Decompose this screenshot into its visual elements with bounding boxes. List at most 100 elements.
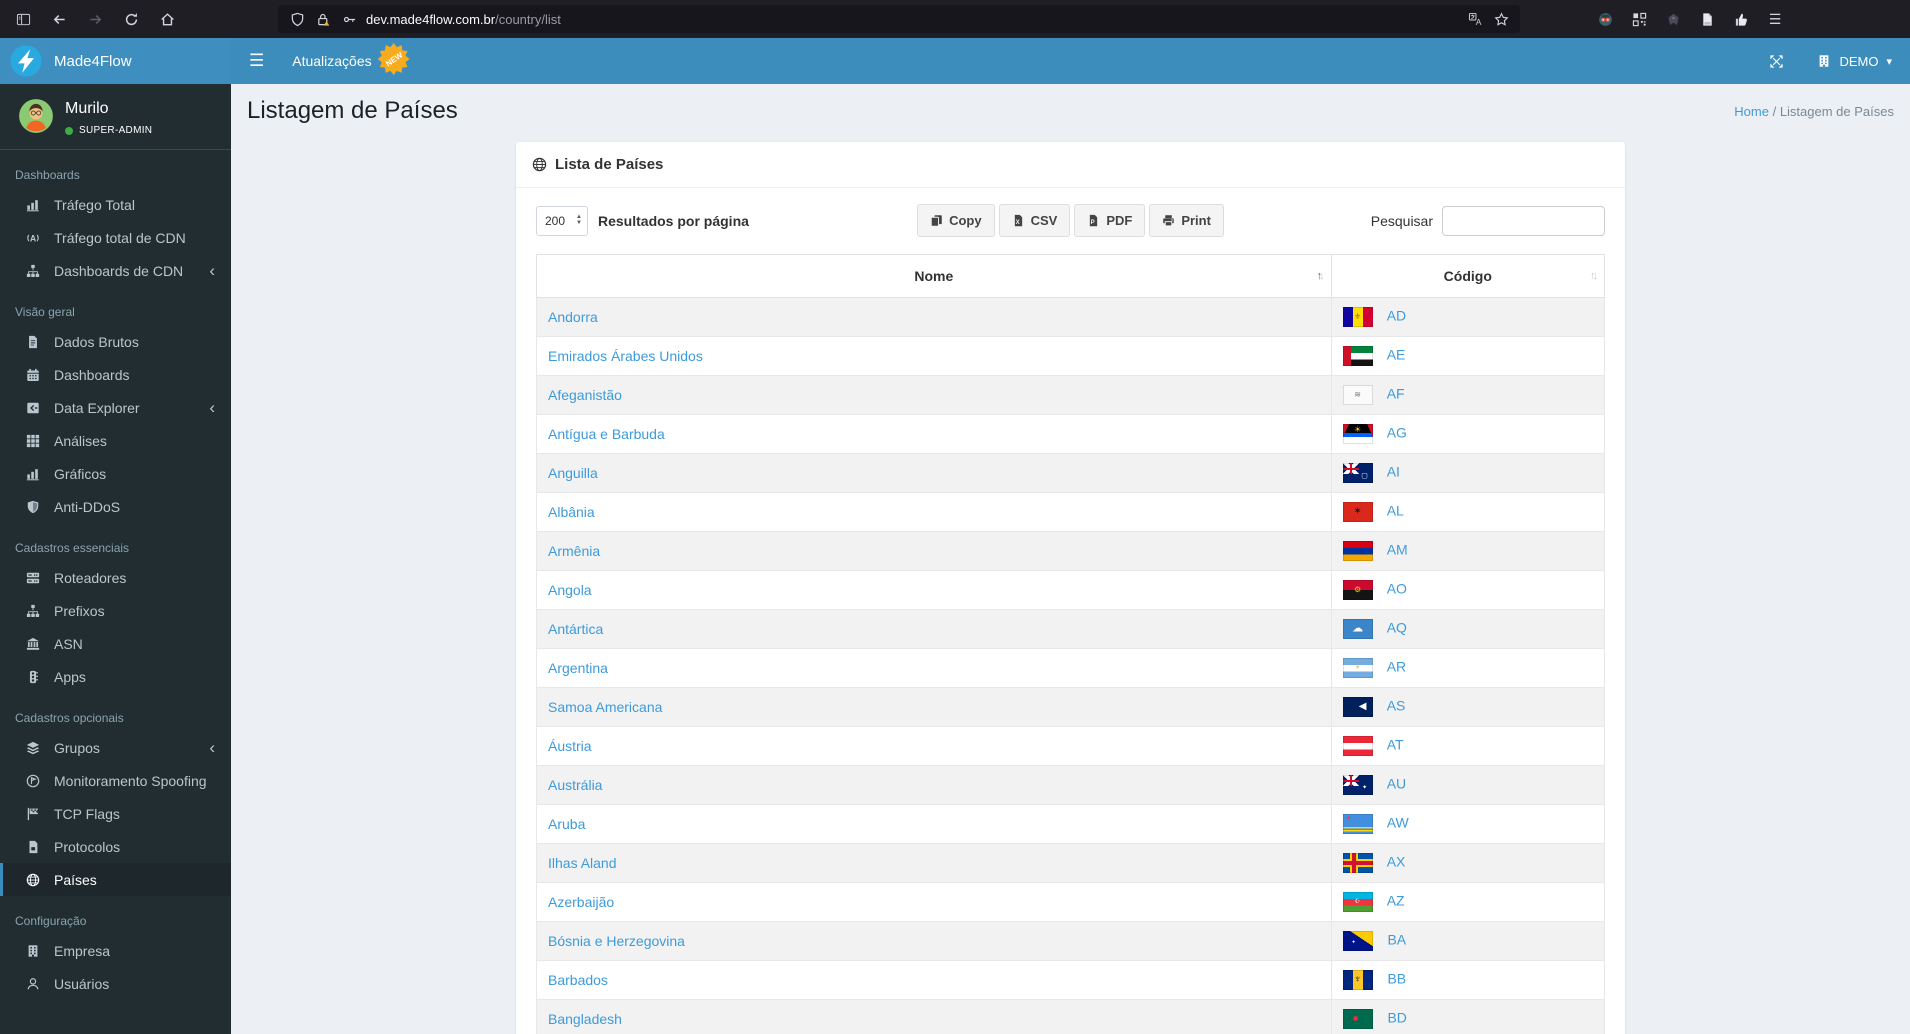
country-code-link[interactable]: AR — [1386, 658, 1407, 675]
country-name-link[interactable]: Albânia — [548, 504, 595, 520]
chevron-left-icon: ‹ — [209, 398, 215, 417]
extension-qr-icon[interactable] — [1624, 5, 1654, 33]
country-name-link[interactable]: Angola — [548, 582, 592, 598]
country-name-link[interactable]: Barbados — [548, 972, 608, 988]
table-row: Armênia AM — [536, 531, 1606, 571]
country-code-link[interactable]: BA — [1387, 931, 1407, 948]
extension-avatar-icon[interactable] — [1590, 5, 1620, 33]
country-name-link[interactable]: Samoa Americana — [548, 699, 663, 715]
country-code-link[interactable]: AF — [1386, 385, 1405, 402]
sidebar-item-graficos[interactable]: Gráficos — [0, 457, 231, 490]
country-name-link[interactable]: Argentina — [548, 660, 608, 676]
sidebar-item-apps[interactable]: Apps — [0, 660, 231, 693]
bookmark-star-icon[interactable] — [1488, 7, 1514, 31]
country-code-link[interactable]: AW — [1386, 814, 1409, 831]
tenant-menu[interactable]: DEMO ▾ — [1817, 54, 1892, 69]
country-code-link[interactable]: AG — [1386, 424, 1407, 441]
extension-document-icon[interactable] — [1692, 5, 1722, 33]
spoof-icon — [26, 774, 43, 788]
country-name-link[interactable]: Armênia — [548, 543, 601, 559]
print-button[interactable]: Print — [1149, 204, 1224, 237]
sidebar-item-trafego-total[interactable]: Tráfego Total — [0, 188, 231, 221]
country-code-link[interactable]: AD — [1386, 307, 1407, 324]
country-code-link[interactable]: AO — [1386, 580, 1407, 597]
country-flag: ☀ — [1342, 424, 1373, 444]
country-code-link[interactable]: BB — [1387, 970, 1407, 987]
sidebar-item-roteadores[interactable]: Roteadores — [0, 561, 231, 594]
country-name-link[interactable]: Azerbaijão — [548, 894, 615, 910]
sidebar-item-usuarios[interactable]: Usuários — [0, 967, 231, 1000]
table-row: Barbados ♆ BB — [536, 960, 1606, 1000]
country-code-link[interactable]: AU — [1386, 775, 1407, 792]
country-code-link[interactable]: AZ — [1386, 892, 1405, 909]
country-name-link[interactable]: Aruba — [548, 816, 586, 832]
country-code-link[interactable]: AE — [1386, 346, 1406, 363]
extension-thumb-icon[interactable] — [1726, 5, 1756, 33]
updates-link[interactable]: Atualizações NEW — [292, 43, 410, 77]
sidebar-item-anti-ddos[interactable]: Anti-DDoS — [0, 490, 231, 523]
pdf-button[interactable]: P PDF — [1074, 204, 1146, 237]
sidebar-item-tcp-flags[interactable]: TCP Flags — [0, 797, 231, 830]
browser-toolbar — [0, 5, 182, 33]
translate-icon[interactable]: A — [1462, 7, 1488, 31]
breadcrumb-home-link[interactable]: Home — [1734, 103, 1769, 119]
sidebar-collapse-icon[interactable]: ☰ — [249, 51, 265, 70]
sidebar-section-header: Cadastros essenciais — [15, 541, 130, 555]
sidebar-item-trafego-total-de-cdn[interactable]: A Tráfego total de CDN — [0, 221, 231, 254]
page-size-select[interactable]: 200 ▲ ▼ — [536, 205, 588, 236]
home-icon[interactable] — [152, 5, 182, 33]
brand[interactable]: Made4Flow — [0, 38, 231, 84]
country-code-link[interactable]: AL — [1386, 502, 1404, 519]
country-code-link[interactable]: AQ — [1386, 619, 1407, 636]
copy-button[interactable]: Copy — [917, 204, 995, 237]
search-input[interactable] — [1442, 205, 1606, 236]
flag-emblem: ☀ — [1354, 665, 1361, 671]
country-name-link[interactable]: Áustria — [548, 738, 592, 754]
country-name-link[interactable]: Anguilla — [548, 465, 598, 481]
fullscreen-icon[interactable] — [1761, 47, 1791, 75]
address-bar[interactable]: dev.made4flow.com.br/country/list A — [278, 5, 1520, 33]
column-header-codigo[interactable]: Código ↑↓ — [1330, 254, 1606, 298]
browser-menu-icon[interactable]: ☰ — [1768, 10, 1782, 27]
wifi-a-icon: A — [26, 231, 43, 245]
country-code-link[interactable]: AM — [1386, 541, 1408, 558]
country-name-link[interactable]: Antígua e Barbuda — [548, 426, 665, 442]
country-name-link[interactable]: Bósnia e Herzegovina — [548, 933, 685, 949]
sidebar-item-grupos[interactable]: Grupos ‹ — [0, 731, 231, 764]
sidebar-item-asn[interactable]: ASN — [0, 627, 231, 660]
country-name-link[interactable]: Andorra — [548, 309, 598, 325]
sidebar-item-prefixos[interactable]: Prefixos — [0, 594, 231, 627]
sidebar-item-dashboards-de-cdn[interactable]: Dashboards de CDN ‹ — [0, 254, 231, 287]
country-name-link[interactable]: Afeganistão — [548, 387, 622, 403]
sidebar-item-dashboards[interactable]: Dashboards — [0, 358, 231, 391]
sidebar-item-data-explorer[interactable]: Data Explorer ‹ — [0, 391, 231, 424]
country-name-link[interactable]: Ilhas Aland — [548, 855, 617, 871]
sidebar-item-analises[interactable]: Análises — [0, 424, 231, 457]
country-code-link[interactable]: AI — [1386, 463, 1400, 480]
lock-icon[interactable] — [310, 7, 336, 31]
back-icon[interactable] — [44, 5, 74, 33]
sidebar-menu: Dashboards Tráfego Total A Tráfego total… — [0, 150, 231, 1000]
reload-icon[interactable] — [116, 5, 146, 33]
sidebar-item-protocolos[interactable]: Protocolos — [0, 830, 231, 863]
extension-darkmode-icon[interactable] — [1658, 5, 1688, 33]
column-header-nome[interactable]: Nome ↑↓ — [536, 254, 1332, 298]
country-code-link[interactable]: AT — [1386, 736, 1404, 753]
sidebar-item-dados-brutos[interactable]: Dados Brutos — [0, 325, 231, 358]
country-code-link[interactable]: AS — [1386, 697, 1406, 714]
sidebar-item-empresa[interactable]: Empresa — [0, 934, 231, 967]
permissions-icon[interactable] — [336, 7, 362, 31]
sidebar-item-monitoramento-spoofing[interactable]: Monitoramento Spoofing — [0, 764, 231, 797]
sidebar-toggle-icon[interactable] — [8, 5, 38, 33]
tracking-shield-icon[interactable] — [284, 7, 310, 31]
country-name-link[interactable]: Bangladesh — [548, 1011, 622, 1027]
csv-button[interactable]: X CSV — [998, 204, 1071, 237]
country-name-link[interactable]: Antártica — [548, 621, 604, 637]
country-name-link[interactable]: Emirados Árabes Unidos — [548, 348, 703, 364]
country-name-link[interactable]: Austrália — [548, 777, 603, 793]
forward-icon[interactable] — [80, 5, 110, 33]
country-code-link[interactable]: AX — [1386, 853, 1406, 870]
sidebar-item-paises[interactable]: Países — [0, 863, 231, 896]
table-row: Samoa Americana ◀ AS — [536, 687, 1606, 727]
country-code-link[interactable]: BD — [1387, 1009, 1407, 1026]
